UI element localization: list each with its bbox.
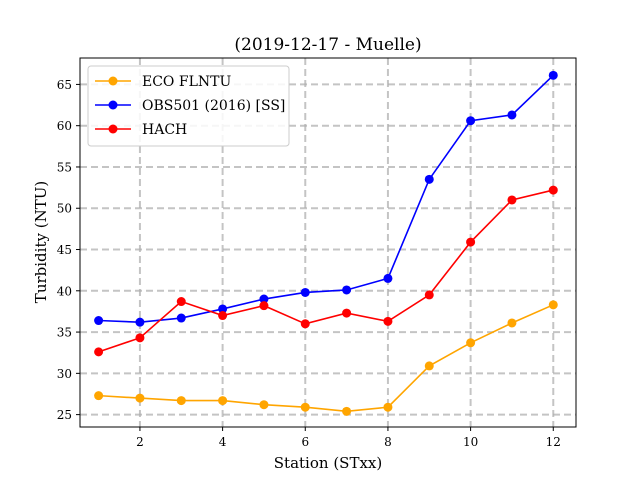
x-tick-label: 2: [136, 435, 144, 449]
data-point: [507, 110, 517, 120]
data-point: [176, 313, 186, 323]
data-point: [342, 285, 352, 295]
legend-marker: [108, 100, 118, 110]
y-tick-label: 60: [57, 119, 72, 133]
x-tick-label: 6: [301, 435, 309, 449]
plot-frame: [79, 57, 577, 428]
axis-ticks: 2 4 6 8 10 12 25 30 35 40 45 50 55 60 65: [57, 78, 561, 449]
y-tick-label: 45: [57, 243, 72, 257]
y-tick-label: 30: [57, 367, 72, 381]
data-point: [94, 316, 104, 326]
y-tick-label: 55: [57, 160, 72, 174]
series-layer: [94, 70, 558, 416]
data-point: [259, 400, 269, 410]
data-point: [548, 70, 558, 80]
data-point: [259, 294, 269, 304]
legend-label: OBS501 (2016) [SS]: [142, 98, 285, 114]
y-tick-label: 50: [57, 202, 72, 216]
series-line: [98, 74, 554, 323]
x-tick-label: 10: [463, 435, 478, 449]
x-tick-label: 12: [546, 435, 561, 449]
data-point: [466, 237, 476, 247]
y-axis-label: Turbidity (NTU): [32, 181, 50, 303]
data-point: [342, 308, 352, 318]
legend: ECO FLNTU OBS501 (2016) [SS] HACH: [87, 65, 290, 147]
data-point: [507, 195, 517, 205]
y-tick-label: 35: [57, 326, 72, 340]
data-point: [548, 185, 558, 195]
data-point: [383, 402, 393, 412]
data-point: [94, 347, 104, 357]
y-tick-label: 40: [57, 284, 72, 298]
legend-marker: [108, 124, 118, 134]
y-tick-label: 25: [57, 408, 72, 422]
chart-title: (2019-12-17 - Muelle): [234, 35, 421, 55]
legend-label: HACH: [142, 122, 187, 138]
data-point: [135, 393, 145, 403]
data-point: [218, 304, 228, 314]
series-line: [98, 304, 554, 413]
data-point: [424, 174, 434, 184]
data-point: [135, 333, 145, 343]
data-point: [342, 406, 352, 416]
legend-label: ECO FLNTU: [142, 74, 231, 90]
data-point: [300, 319, 310, 329]
data-point: [94, 391, 104, 401]
data-point: [424, 290, 434, 300]
y-tick-label: 65: [57, 78, 72, 92]
data-point: [176, 297, 186, 307]
legend-marker: [108, 76, 118, 86]
data-point: [218, 311, 228, 321]
data-point: [424, 361, 434, 371]
data-point: [135, 317, 145, 327]
data-point: [218, 396, 228, 406]
data-point: [300, 287, 310, 297]
data-point: [383, 273, 393, 283]
legend-box: [87, 65, 290, 147]
data-point: [466, 338, 476, 348]
data-point: [300, 402, 310, 412]
data-point: [466, 116, 476, 126]
data-point: [383, 316, 393, 326]
data-point: [548, 300, 558, 310]
data-point: [507, 318, 517, 328]
x-tick-label: 4: [219, 435, 227, 449]
data-point: [176, 396, 186, 406]
series-line: [98, 189, 554, 353]
data-point: [259, 301, 269, 311]
x-axis-label: Station (STxx): [274, 454, 382, 472]
x-tick-label: 8: [384, 435, 392, 449]
